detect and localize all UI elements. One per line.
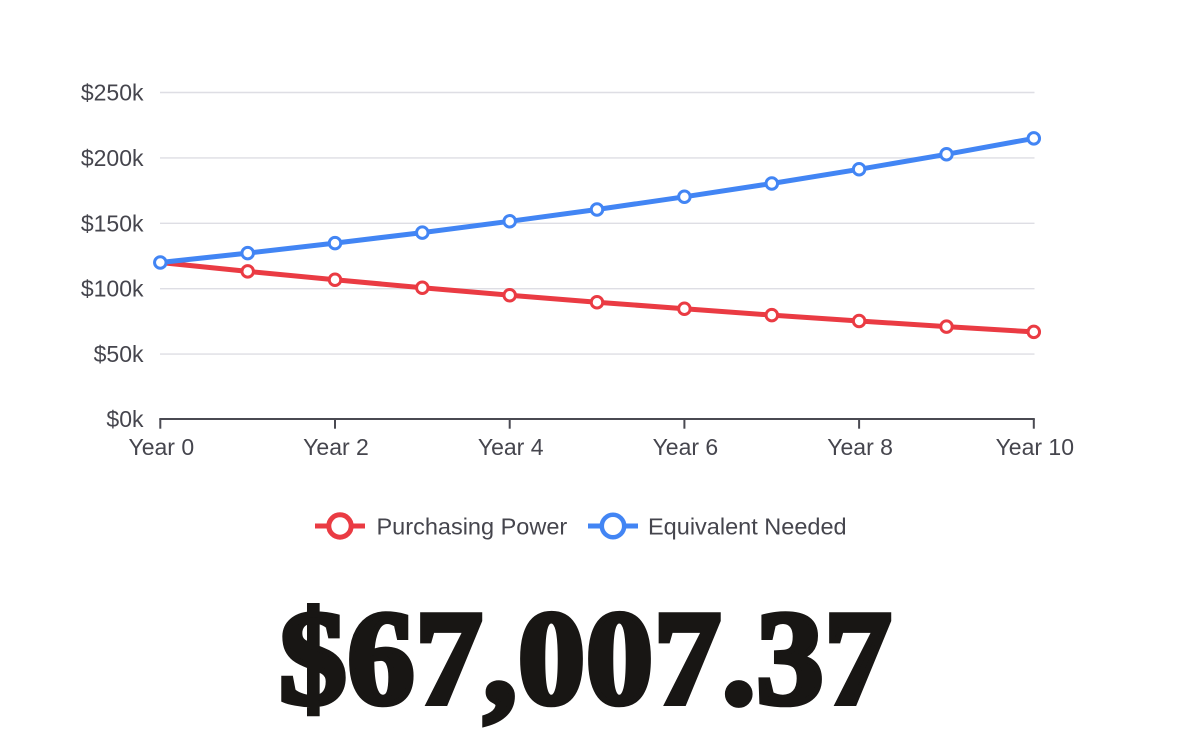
svg-text:Year 10: Year 10 — [996, 434, 1074, 460]
svg-text:Purchasing Power: Purchasing Power — [377, 514, 568, 540]
svg-text:Year 8: Year 8 — [827, 434, 893, 460]
svg-text:$100k: $100k — [81, 276, 144, 302]
svg-text:$0k: $0k — [106, 406, 144, 432]
svg-text:Equivalent Needed: Equivalent Needed — [648, 514, 847, 540]
svg-text:Year 2: Year 2 — [303, 434, 369, 460]
svg-text:Year 0: Year 0 — [128, 434, 194, 460]
svg-text:$150k: $150k — [81, 210, 144, 236]
svg-text:$50k: $50k — [94, 341, 144, 367]
svg-text:$200k: $200k — [81, 145, 144, 171]
svg-text:Year 6: Year 6 — [653, 434, 719, 460]
svg-text:$250k: $250k — [81, 80, 144, 106]
svg-text:Year 4: Year 4 — [478, 434, 544, 460]
